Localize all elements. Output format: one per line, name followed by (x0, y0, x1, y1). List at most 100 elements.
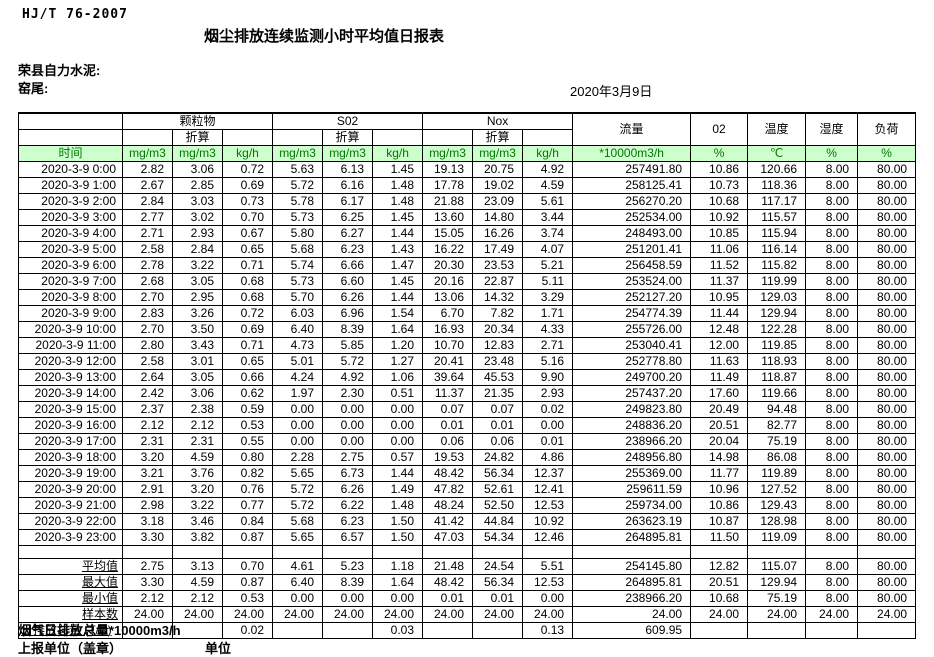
value-cell: 122.28 (747, 321, 807, 338)
value-cell: 80.00 (857, 321, 917, 338)
value-cell: 0.02 (221, 622, 274, 639)
row-label-cell: 2020-3-9 7:00 (18, 273, 123, 290)
pm-unit-mg-converted: mg/m3 (172, 145, 223, 162)
value-cell: 24.82 (472, 449, 524, 466)
value-cell: 6.16 (322, 177, 374, 194)
value-cell: 54.34 (472, 529, 524, 546)
value-cell: 22.87 (472, 273, 524, 290)
value-cell: 1.48 (372, 193, 424, 210)
value-cell: 3.22 (172, 257, 223, 274)
value-cell: 0.01 (472, 590, 524, 607)
value-cell: 119.66 (747, 385, 807, 402)
value-cell: 80.00 (857, 590, 917, 607)
hour-data-row: 2020-3-9 4:00 2.71 2.93 0.67 5.80 6.27 1.44 15.… (18, 225, 917, 242)
value-cell: 6.23 (322, 513, 374, 530)
value-cell: 5.51 (522, 558, 574, 575)
value-cell: 2.80 (122, 337, 173, 354)
value-cell: 5.73 (272, 273, 324, 290)
value-cell: 13.60 (422, 209, 474, 226)
value-cell (322, 622, 374, 639)
value-cell: 8.00 (805, 369, 859, 386)
value-cell: 0.00 (372, 417, 424, 434)
value-cell: 2.12 (172, 590, 223, 607)
value-cell: 10.68 (690, 193, 749, 210)
value-cell: 4.59 (522, 177, 574, 194)
value-cell: 238966.20 (572, 433, 692, 450)
so2-sub-blank2 (372, 129, 424, 146)
empty-cell (122, 545, 173, 559)
value-cell: 0.01 (472, 417, 524, 434)
value-cell: 8.00 (805, 465, 859, 482)
value-cell: 2.12 (122, 590, 173, 607)
value-cell: 118.87 (747, 369, 807, 386)
value-cell: 48.42 (422, 574, 474, 591)
row-label-cell: 2020-3-9 12:00 (18, 353, 123, 370)
col-temperature: 温度 (747, 112, 807, 146)
o2-unit: % (690, 145, 749, 162)
value-cell: 11.50 (690, 529, 749, 546)
value-cell: 115.57 (747, 209, 807, 226)
value-cell: 2.91 (122, 481, 173, 498)
value-cell: 4.92 (522, 161, 574, 178)
row-label-cell: 2020-3-9 13:00 (18, 369, 123, 386)
hour-data-row: 2020-3-9 19:00 3.21 3.76 0.82 5.65 6.73 1.44 48… (18, 465, 917, 482)
value-cell: 0.67 (221, 225, 274, 242)
header-row-units: 时间 mg/m3 mg/m3 kg/h mg/m3 mg/m3 kg/h mg/… (18, 145, 917, 162)
value-cell: 0.00 (522, 417, 574, 434)
value-cell: 48.42 (422, 465, 474, 482)
nox-unit-mg-converted: mg/m3 (472, 145, 524, 162)
standard-code: HJ/T 76-2007 (22, 7, 128, 22)
hour-data-row: 2020-3-9 11:00 2.80 3.43 0.71 4.73 5.85 1.20 10… (18, 337, 917, 354)
value-cell: 1.50 (372, 513, 424, 530)
value-cell: 2.58 (122, 353, 173, 370)
value-cell: 1.44 (372, 289, 424, 306)
value-cell: 1.44 (372, 465, 424, 482)
value-cell: 2.28 (272, 449, 324, 466)
value-cell: 8.00 (805, 241, 859, 258)
so2-sub-blank (272, 129, 324, 146)
value-cell: 3.20 (172, 481, 223, 498)
value-cell: 6.25 (322, 209, 374, 226)
value-cell: 1.71 (522, 305, 574, 322)
row-label-cell: 2020-3-9 5:00 (18, 241, 123, 258)
value-cell: 2.98 (122, 497, 173, 514)
value-cell: 0.77 (221, 497, 274, 514)
value-cell: 0.71 (221, 337, 274, 354)
value-cell: 264895.81 (572, 529, 692, 546)
value-cell: 80.00 (857, 574, 917, 591)
value-cell: 1.45 (372, 209, 424, 226)
row-label-cell: 2020-3-9 0:00 (18, 161, 123, 178)
value-cell: 129.94 (747, 305, 807, 322)
row-label-cell: 2020-3-9 21:00 (18, 497, 123, 514)
summary-row: 平均值 2.75 3.13 0.70 4.61 5.23 1.18 21.48 24.54 5.5… (18, 558, 917, 575)
value-cell: 12.82 (690, 558, 749, 575)
hour-data-row: 2020-3-9 12:00 2.58 3.01 0.65 5.01 5.72 1.27 20… (18, 353, 917, 370)
value-cell: 5.65 (272, 465, 324, 482)
value-cell: 3.06 (172, 385, 223, 402)
value-cell (857, 622, 917, 639)
value-cell: 8.00 (805, 417, 859, 434)
value-cell: 3.18 (122, 513, 173, 530)
value-cell: 56.34 (472, 465, 524, 482)
value-cell: 20.41 (422, 353, 474, 370)
value-cell: 5.72 (322, 353, 374, 370)
value-cell: 256270.20 (572, 193, 692, 210)
value-cell: 254145.80 (572, 558, 692, 575)
row-label-cell: 2020-3-9 14:00 (18, 385, 123, 402)
value-cell: 10.92 (690, 209, 749, 226)
value-cell: 13.06 (422, 289, 474, 306)
value-cell: 0.00 (372, 401, 424, 418)
value-cell: 12.48 (690, 321, 749, 338)
value-cell: 118.93 (747, 353, 807, 370)
value-cell: 19.13 (422, 161, 474, 178)
value-cell: 0.00 (272, 433, 324, 450)
value-cell: 5.80 (272, 225, 324, 242)
empty-cell (172, 545, 223, 559)
hour-data-row: 2020-3-9 17:00 2.31 2.31 0.55 0.00 0.00 0.00 0.… (18, 433, 917, 450)
value-cell: 255726.00 (572, 321, 692, 338)
value-cell: 2.68 (122, 273, 173, 290)
value-cell: 23.53 (472, 257, 524, 274)
value-cell: 80.00 (857, 513, 917, 530)
value-cell: 16.26 (472, 225, 524, 242)
summary-row: 最小值 2.12 2.12 0.53 0.00 0.00 0.00 0.01 0.01 0.00 2… (18, 590, 917, 607)
